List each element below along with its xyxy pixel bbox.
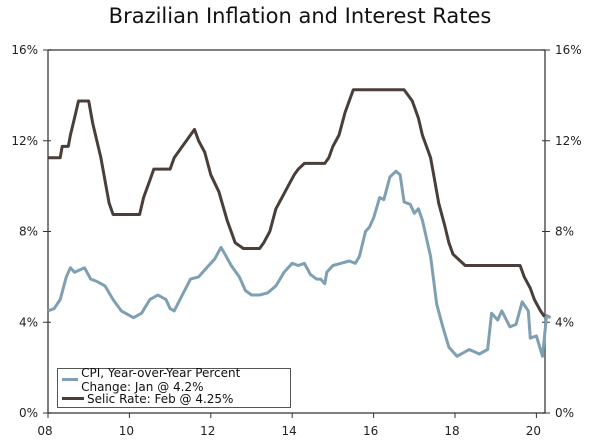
y-tick-label-left: 12%: [11, 134, 38, 148]
legend-swatch-cpi: [62, 378, 79, 381]
x-tick-label: 14: [282, 424, 297, 438]
x-tick-label: 16: [363, 424, 378, 438]
y-tick-label-right: 16%: [555, 43, 582, 57]
x-tick-label: 20: [526, 424, 541, 438]
y-tick-label-left: 8%: [19, 225, 38, 239]
y-tick-label-left: 4%: [19, 315, 38, 329]
y-tick-label-right: 12%: [555, 134, 582, 148]
y-tick-label-left: 16%: [11, 43, 38, 57]
legend-swatch-selic: [62, 397, 84, 400]
legend-item-cpi: CPI, Year-over-Year Percent Change: Jan …: [62, 366, 290, 394]
x-tick-label: 10: [119, 424, 134, 438]
legend-item-selic: Selic Rate: Feb @ 4.25%: [62, 390, 290, 407]
y-tick-label-right: 0%: [555, 406, 574, 420]
y-tick-label-left: 0%: [19, 406, 38, 420]
chart-title: Brazilian Inflation and Interest Rates: [108, 4, 492, 28]
y-tick-label-right: 4%: [555, 315, 574, 329]
selic-rate-line: [48, 88, 546, 318]
x-tick-label: 18: [444, 424, 459, 438]
legend-label-selic: Selic Rate: Feb @ 4.25%: [87, 391, 234, 406]
legend: CPI, Year-over-Year Percent Change: Jan …: [57, 366, 291, 408]
cpi-line: [47, 169, 552, 358]
x-tick-label: 12: [200, 424, 215, 438]
legend-label-cpi: CPI, Year-over-Year Percent Change: Jan …: [81, 365, 241, 394]
x-tick-label: 08: [37, 424, 52, 438]
y-tick-label-right: 8%: [555, 225, 574, 239]
